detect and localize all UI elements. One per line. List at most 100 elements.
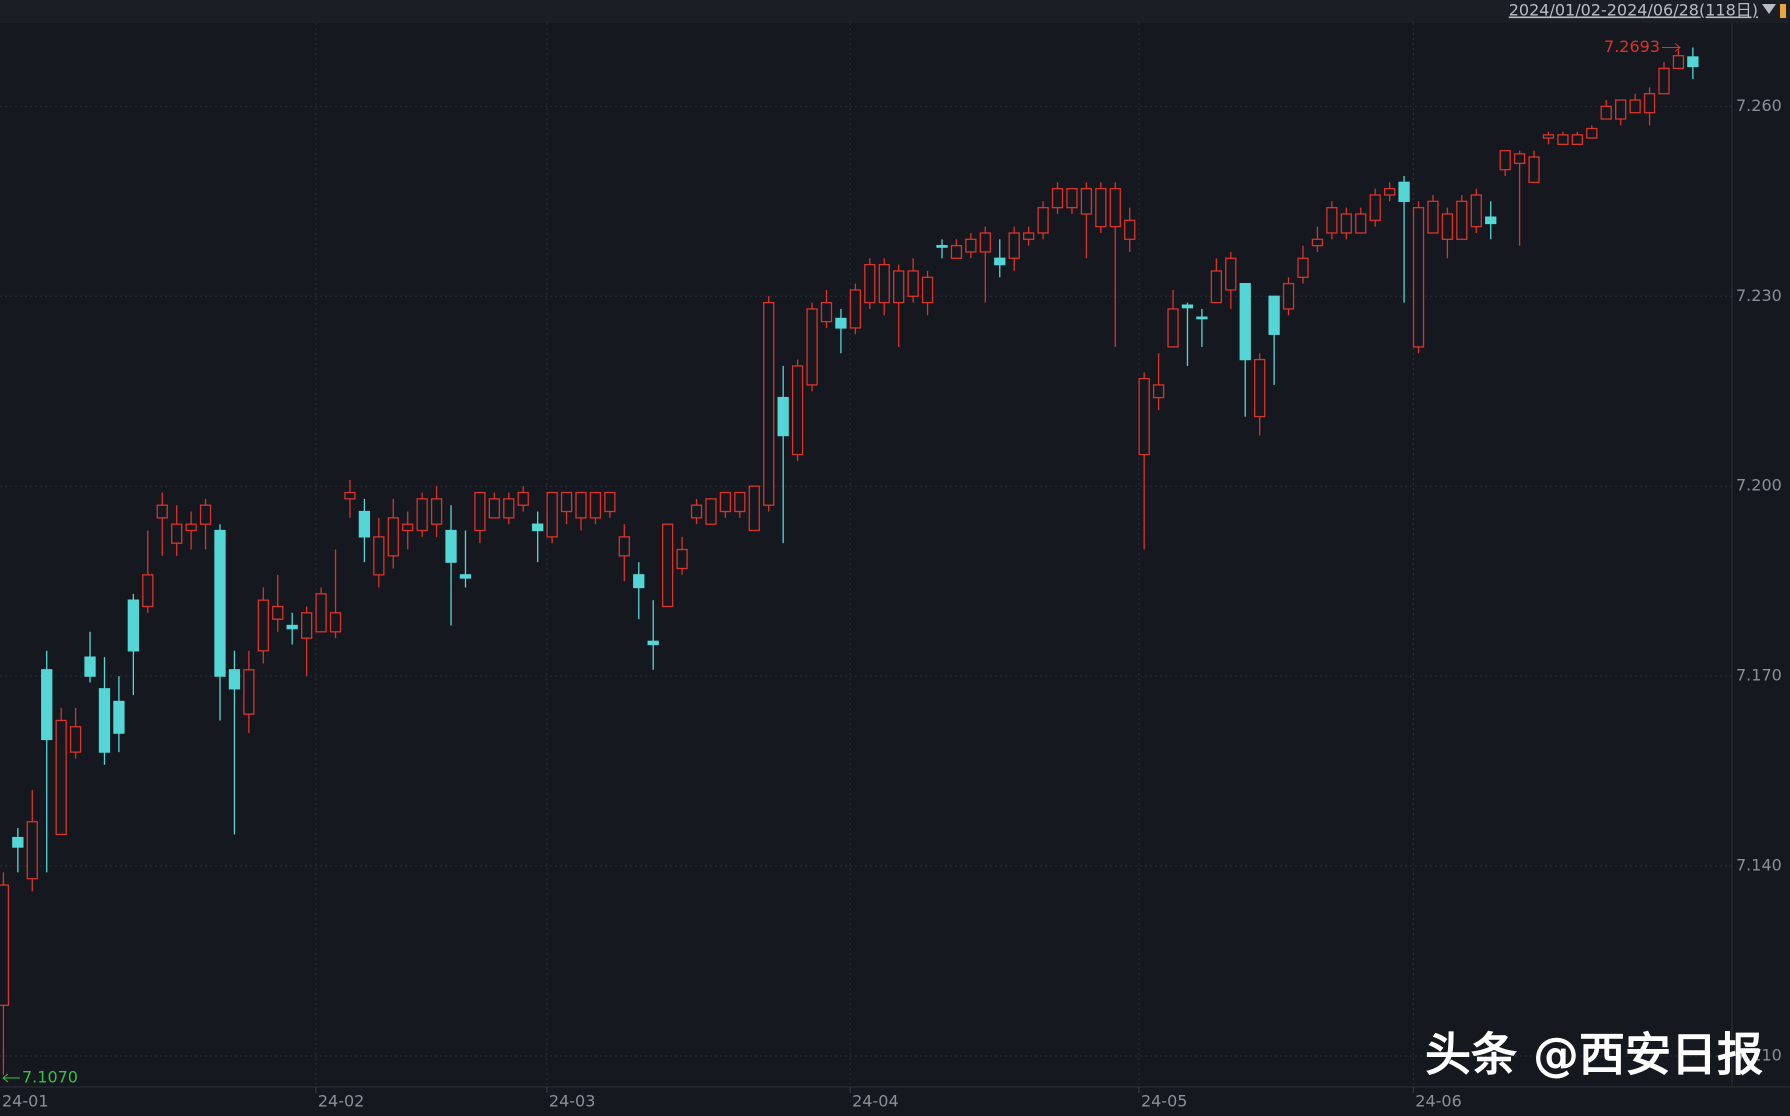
max-arrow [1662,43,1681,52]
candle-body [329,612,342,633]
candle-body [1369,194,1381,221]
candle-body [430,498,443,525]
candle-body [994,257,1006,266]
candle-body [1196,316,1208,320]
candle-body [1412,207,1425,348]
dropdown-icon[interactable] [1762,4,1776,14]
candle-body [1615,99,1627,120]
candle-body [1600,105,1612,120]
candle-body [243,669,255,715]
candle-body [69,726,82,753]
candle-body [459,574,472,579]
candle-body [1181,304,1194,309]
range-label[interactable]: 2024/01/02-2024/06/28(118日) [1509,1,1758,20]
candle-body [1152,384,1165,399]
candle-body [286,624,298,630]
candle-body [633,574,645,589]
y-tick-label: 7.110 [1736,1045,1782,1064]
candle-body [1008,232,1020,259]
candle-body [1326,207,1338,234]
candle-body [893,270,905,304]
max-label: 7.2693 [1604,37,1660,56]
candle-body [1109,188,1121,228]
candle-body [517,491,529,506]
candle-body [1557,134,1569,145]
candle-body [1167,308,1179,348]
candle-body [575,491,587,519]
candle-body [734,491,746,513]
candle-body [979,232,991,253]
candle-body [26,821,38,880]
candle-body [1586,127,1598,139]
candle-body [1629,99,1641,114]
candle-body [1239,282,1251,361]
candle-body [936,244,948,248]
candle-body [791,365,804,456]
candle-body [1470,194,1482,228]
candle-body [214,529,226,677]
candle-body [1672,55,1685,70]
candle-body [921,276,934,304]
candle-body [1355,213,1367,234]
candle-body [1456,200,1468,240]
candle-body [1066,188,1078,209]
candle-body [1528,156,1540,183]
candle-body [763,301,775,506]
candle-body [864,263,876,304]
candle-body [185,523,197,532]
candle-body [705,498,717,525]
candle-body [1427,200,1439,234]
candle-body [1037,207,1049,234]
candle-body [344,491,356,500]
y-tick-label: 7.230 [1736,286,1782,305]
x-tick-label: 24-02 [318,1092,365,1111]
candle-body [228,669,241,690]
candle-body [474,491,486,532]
candle-body [1124,219,1136,240]
candle-body [1571,134,1584,145]
candle-body [387,517,399,557]
x-tick-label: 24-03 [549,1092,596,1111]
candle-body [748,485,760,532]
candle-body [1383,188,1396,196]
candle-body [1441,213,1454,240]
x-tick-label: 24-04 [852,1092,899,1111]
candle-body [488,498,501,519]
candle-body [1687,56,1699,68]
min-label: 7.1070 [22,1067,78,1086]
candle-body [676,548,688,570]
candle-body [1658,67,1670,95]
candle-body [1513,153,1526,164]
candle-body [0,884,10,1006]
candle-body [1095,188,1107,228]
candle-body [1138,377,1150,456]
candle-body [546,491,558,538]
candle-body [84,656,96,677]
candle-body [1485,216,1497,225]
candle-body [1268,295,1280,335]
watermark: 头条 @西安日报 [1425,1028,1763,1082]
corner-icon [1780,4,1786,18]
top-bar [0,0,1790,23]
candle-body [907,270,919,297]
candle-body [41,669,53,741]
x-tick-label: 24-05 [1141,1092,1188,1111]
min-arrow [2,1073,20,1083]
candle-body [532,523,544,532]
candle-body [142,574,154,608]
candle-body [820,301,833,323]
candle-body [1225,257,1237,291]
x-tick-label: 24-01 [2,1092,49,1111]
candle-body [806,308,818,386]
labels: 7.260 7.230 7.200 7.170 7.140 7.110 24-01 24-02… [2,37,1782,1111]
candle-body [1282,282,1295,310]
candle-body [416,498,428,532]
y-tick-label: 7.170 [1736,666,1782,685]
candle-body [690,504,703,519]
candle-body [1499,150,1511,171]
candle-body [445,529,457,563]
candle-body [1340,213,1352,234]
